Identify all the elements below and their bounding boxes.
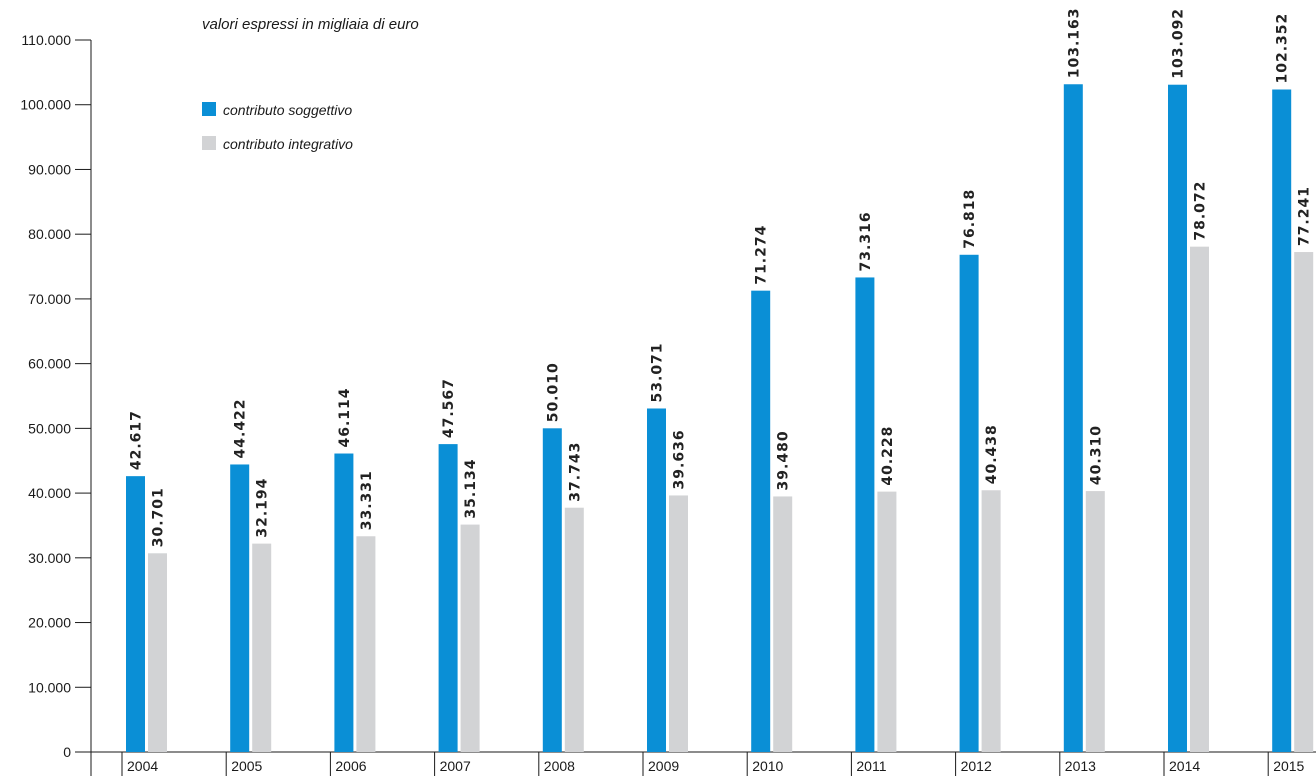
bar-soggettivo-2005 xyxy=(230,464,250,752)
y-tick-label: 40.000 xyxy=(28,485,71,501)
data-label-soggettivo-2010: 71.274 xyxy=(754,225,770,285)
y-axis: 0 10.000 20.000 30.000 40.000 50.000 60.000 70.… xyxy=(20,32,92,776)
bar-soggettivo-2006 xyxy=(334,453,354,752)
y-tick-label: 20.000 xyxy=(28,615,71,631)
data-label-integrativo-2012: 40.438 xyxy=(984,424,1000,484)
data-label-integrativo-2009: 39.636 xyxy=(672,429,688,489)
chart-subtitle: valori espressi in migliaia di euro xyxy=(202,16,419,33)
x-tick-label: 2008 xyxy=(544,758,575,774)
data-label-integrativo-2004: 30.701 xyxy=(151,487,167,547)
x-tick-label: 2005 xyxy=(231,758,262,774)
y-tick-label: 90.000 xyxy=(28,161,71,177)
data-label-soggettivo-2009: 53.071 xyxy=(650,342,666,402)
legend-label-integrativo: contributo integrativo xyxy=(223,136,353,152)
data-label-soggettivo-2014: 103.092 xyxy=(1171,8,1187,79)
bar-soggettivo-2012 xyxy=(959,254,979,753)
bar-soggettivo-2010 xyxy=(751,290,771,752)
data-label-integrativo-2015: 77.241 xyxy=(1297,186,1313,246)
bar-soggettivo-2013 xyxy=(1063,84,1083,753)
bar-soggettivo-2009 xyxy=(647,408,666,752)
data-label-soggettivo-2015: 102.352 xyxy=(1275,13,1291,84)
data-label-soggettivo-2012: 76.818 xyxy=(962,189,978,249)
data-label-soggettivo-2013: 103.163 xyxy=(1066,7,1082,78)
bars xyxy=(126,84,1314,753)
x-tick-label: 2004 xyxy=(127,758,158,774)
x-tick-label: 2010 xyxy=(752,758,783,774)
bar-integrativo-2014 xyxy=(1190,246,1209,752)
bar-integrativo-2010 xyxy=(773,496,793,752)
bar-integrativo-2005 xyxy=(252,543,272,752)
data-label-soggettivo-2011: 73.316 xyxy=(858,211,874,271)
data-label-soggettivo-2007: 47.567 xyxy=(441,378,457,438)
y-tick-label: 70.000 xyxy=(28,291,71,307)
bar-integrativo-2015 xyxy=(1294,252,1314,752)
bar-integrativo-2009 xyxy=(669,495,688,752)
data-label-soggettivo-2006: 46.114 xyxy=(337,387,353,447)
x-tick-label: 2015 xyxy=(1273,758,1304,774)
bar-integrativo-2011 xyxy=(877,491,897,752)
y-tick-label: 50.000 xyxy=(28,420,71,436)
legend: contributo soggettivo contributo integra… xyxy=(202,102,353,152)
bar-soggettivo-2014 xyxy=(1168,84,1187,752)
bar-integrativo-2007 xyxy=(460,524,480,752)
y-tick-label: 0 xyxy=(63,744,71,760)
data-label-soggettivo-2008: 50.010 xyxy=(545,362,561,422)
data-label-integrativo-2008: 37.743 xyxy=(567,442,583,502)
bar-integrativo-2004 xyxy=(148,553,167,752)
x-axis: 2004 2005 2006 2007 2008 2009 2010 2011 2012 2013… xyxy=(91,751,1316,776)
y-tick-label: 100.000 xyxy=(20,97,71,113)
value-labels: 42.617 30.701 44.422 32.194 46.114 33.331 47.5… xyxy=(129,7,1313,547)
bar-soggettivo-2008 xyxy=(542,428,562,752)
bar-soggettivo-2011 xyxy=(855,277,875,752)
data-label-integrativo-2011: 40.228 xyxy=(880,426,896,486)
bar-integrativo-2012 xyxy=(981,490,1001,752)
y-tick-label: 60.000 xyxy=(28,356,71,372)
legend-swatch-soggettivo xyxy=(202,102,216,116)
data-label-soggettivo-2005: 44.422 xyxy=(233,398,249,458)
y-tick-label: 10.000 xyxy=(28,679,71,695)
legend-swatch-integrativo xyxy=(202,136,216,150)
bar-integrativo-2008 xyxy=(564,507,584,752)
x-tick-label: 2007 xyxy=(440,758,471,774)
y-tick-label: 110.000 xyxy=(21,32,71,48)
bar-integrativo-2013 xyxy=(1085,491,1105,752)
x-tick-label: 2009 xyxy=(648,758,679,774)
y-tick-label: 30.000 xyxy=(28,550,71,566)
x-tick-label: 2014 xyxy=(1169,758,1200,774)
bar-soggettivo-2004 xyxy=(126,476,145,752)
legend-label-soggettivo: contributo soggettivo xyxy=(223,102,352,118)
data-label-integrativo-2007: 35.134 xyxy=(463,459,479,519)
x-tick-label: 2012 xyxy=(961,758,992,774)
x-tick-label: 2011 xyxy=(856,758,886,774)
data-label-soggettivo-2004: 42.617 xyxy=(129,410,145,470)
data-label-integrativo-2013: 40.310 xyxy=(1088,425,1104,485)
x-tick-label: 2013 xyxy=(1065,758,1096,774)
data-label-integrativo-2010: 39.480 xyxy=(776,430,792,490)
data-label-integrativo-2006: 33.331 xyxy=(359,470,375,530)
data-label-integrativo-2005: 32.194 xyxy=(255,478,271,538)
x-tick-label: 2006 xyxy=(335,758,366,774)
data-label-integrativo-2014: 78.072 xyxy=(1193,181,1209,241)
bar-integrativo-2006 xyxy=(356,536,376,752)
bar-soggettivo-2007 xyxy=(438,444,458,752)
bar-soggettivo-2015 xyxy=(1272,89,1292,752)
y-tick-label: 80.000 xyxy=(28,226,71,242)
